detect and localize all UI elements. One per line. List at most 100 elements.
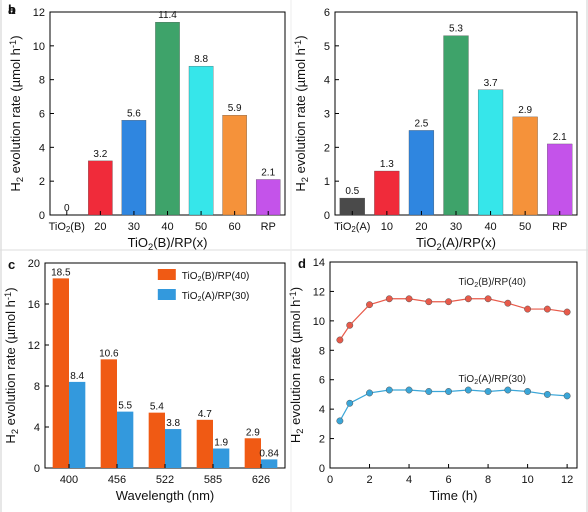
panel-b-x-tick-label: TiO2(A) (334, 221, 370, 234)
panel-c-y-tick-label: 8 (34, 381, 40, 393)
panel-a-bar-value-label: 5.9 (228, 103, 242, 114)
panel-c-y-axis-label: H2 evolution rate (µmol h-1) (3, 287, 20, 443)
panel-b-x-tick-label: 20 (415, 221, 427, 233)
panel-c-bar (52, 278, 69, 468)
panel-a-y-tick-label: 0 (39, 210, 45, 222)
panel-a-y-tick-label: 2 (39, 176, 45, 188)
panel-c-bar (148, 412, 165, 468)
panel-c-bar (244, 438, 261, 468)
panel-c-bar-value-label: 5.4 (150, 402, 164, 413)
panel-a-x-tick-label: 20 (94, 221, 106, 233)
panel-d-y-tick-label: 10 (313, 316, 325, 328)
panel-c-y-tick-label: 0 (34, 463, 40, 475)
panel-b-y-tick-label: 6 (324, 7, 330, 19)
panel-d-x-tick-label: 6 (445, 474, 451, 486)
panel-b-x-axis-label: TiO2(A)/RP(x) (416, 235, 496, 252)
panel-a-x-tick-label: RP (261, 221, 276, 233)
panel-c-bar-value-label: 1.9 (214, 438, 228, 449)
panel-a-x-tick-label: 30 (128, 221, 140, 233)
panel-a-bar-value-label: 11.4 (158, 10, 177, 21)
panel-d-data-point (524, 305, 532, 313)
panel-b-x-tick-label: 30 (450, 221, 462, 233)
panel-d-data-point (366, 301, 373, 309)
panel-b-bar-value-label: 2.5 (414, 118, 428, 129)
panel-d-y-tick-label: 6 (319, 375, 325, 387)
panel-a-bar-value-label: 8.8 (194, 54, 208, 65)
panel-c-bar-value-label: 10.6 (99, 348, 119, 359)
panel-d-data-point (543, 305, 551, 313)
panel-a-bar-value-label: 5.6 (127, 108, 141, 119)
panel-b-y-tick-label: 5 (324, 41, 330, 53)
panel-a-y-axis-label: H2 evolution rate (µmol h-1) (8, 35, 25, 191)
panel-b-bar (408, 130, 435, 216)
panel-b-bar (374, 170, 400, 216)
panel-d-x-tick-label: 0 (327, 474, 333, 486)
panel-d-data-point (524, 388, 532, 395)
panel-a-x-tick-label: 60 (229, 221, 241, 233)
panel-a-bar (88, 160, 113, 216)
panel-c-legend-swatch (157, 269, 176, 280)
panel-d-data-point (405, 386, 413, 394)
panel-b-y-tick-label: 1 (324, 176, 330, 188)
panel-d-data-point (385, 386, 393, 394)
panel-c-x-tick-label: 456 (108, 474, 126, 486)
panel-a-y-tick-label: 8 (39, 75, 45, 87)
panel-c-bar-value-label: 2.9 (246, 427, 260, 438)
panel-d-data-point (405, 295, 413, 303)
panel-d-data-point (445, 298, 453, 306)
panel-c-legend-swatch (157, 289, 176, 300)
panel-b-bar (512, 116, 538, 216)
panel-a-bar (222, 115, 247, 216)
panel-c-bar-value-label: 18.5 (51, 267, 71, 278)
panel-b-y-tick-label: 0 (324, 210, 330, 222)
panel-d-x-tick-label: 10 (521, 474, 533, 486)
panel-b-bar-value-label: 2.1 (553, 132, 567, 143)
panel-b-bar (443, 35, 469, 216)
panel-d-data-point (543, 390, 551, 398)
panel-d-data-point (385, 295, 393, 303)
panel-c-x-tick-label: 626 (252, 474, 270, 486)
panel-d-x-tick-label: 8 (485, 474, 491, 486)
panel-d-data-point (563, 308, 571, 316)
panel-c-x-axis-label: Wavelength (nm) (116, 488, 215, 503)
panel-c-y-tick-label: 16 (28, 299, 40, 311)
panel-a-bar-value-label: 3.2 (93, 149, 107, 160)
panel-d-data-point (336, 417, 344, 425)
panel-c-bar-value-label: 4.7 (198, 409, 212, 420)
panel-c-bar (196, 419, 213, 468)
panel-d-data-point (346, 399, 354, 407)
panel-b-bar (547, 143, 573, 216)
panel-c-x-tick-label: 400 (60, 474, 78, 486)
panel-d-x-tick-label: 2 (366, 474, 372, 486)
panel-d-plot-frame (329, 261, 578, 469)
panel-c-x-tick-label: 585 (204, 474, 222, 486)
panel-b-bar-value-label: 3.7 (484, 78, 498, 89)
panel-d-series-label: TiO2(B)/RP(40) (458, 277, 526, 289)
panel-d-data-point (484, 295, 492, 303)
panel-c-bar (165, 429, 182, 468)
panel-d-y-tick-label: 14 (313, 257, 325, 269)
panel-d-data-point (366, 389, 373, 397)
panel-b-y-tick-label: 3 (324, 109, 330, 121)
panel-d-data-point (425, 298, 433, 306)
panel-d-data-point (484, 388, 492, 395)
panel-a-x-tick-label: TiO2(B) (49, 221, 85, 234)
panel-b-x-tick-label: 40 (484, 221, 496, 233)
panel-c-bar (213, 448, 230, 468)
panel-b-y-tick-label: 2 (324, 142, 330, 154)
panel-b-bar-value-label: 0.5 (345, 186, 359, 197)
panel-a-y-tick-label: 4 (39, 142, 45, 154)
panel-d-letter: d (298, 256, 306, 271)
panel-c-bar (261, 459, 278, 468)
panel-a-bar (188, 65, 214, 216)
panel-a-x-tick-label: 50 (195, 221, 207, 233)
panel-d-data-point (346, 321, 354, 329)
panel-c-y-tick-label: 20 (28, 258, 40, 270)
panel-b-bar-value-label: 5.3 (449, 24, 463, 35)
panel-c-y-tick-label: 12 (28, 340, 40, 352)
panel-c-bar-value-label: 8.4 (70, 371, 84, 382)
panel-c-bar-value-label: 3.8 (166, 418, 180, 429)
panel-b-x-tick-label: 10 (381, 221, 393, 233)
panel-b-bar-value-label: 1.3 (380, 159, 394, 170)
